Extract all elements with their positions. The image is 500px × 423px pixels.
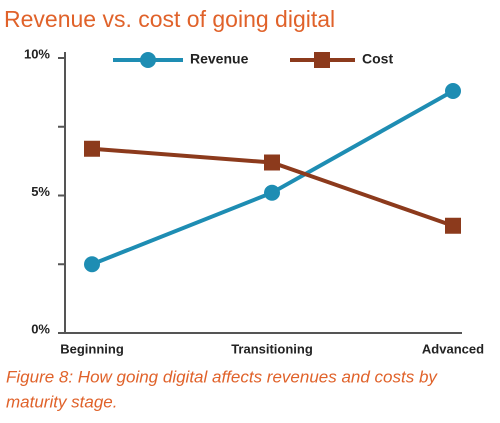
- series-line: [91, 89, 454, 267]
- x-tick-label: Advanced: [422, 341, 484, 356]
- data-point: [84, 256, 100, 273]
- legend-label: Cost: [362, 51, 393, 67]
- x-tick-label: Transitioning: [231, 341, 313, 356]
- data-point: [264, 184, 280, 201]
- chart-title: Revenue vs. cost of going digital: [4, 6, 335, 32]
- data-point: [84, 140, 100, 157]
- y-tick-label: 0%: [31, 321, 50, 336]
- data-point: [264, 154, 280, 171]
- legend-label: Revenue: [190, 51, 249, 67]
- legend-marker: [314, 52, 330, 68]
- y-tick-label: 5%: [31, 184, 50, 199]
- caption-line: Figure 8: How going digital affects reve…: [6, 367, 438, 386]
- x-tick-label: Beginning: [60, 341, 124, 356]
- caption-line: maturity stage.: [6, 392, 118, 411]
- y-tick-label: 10%: [24, 46, 50, 61]
- data-point: [445, 217, 461, 234]
- data-point: [445, 83, 461, 99]
- legend-marker: [140, 52, 156, 68]
